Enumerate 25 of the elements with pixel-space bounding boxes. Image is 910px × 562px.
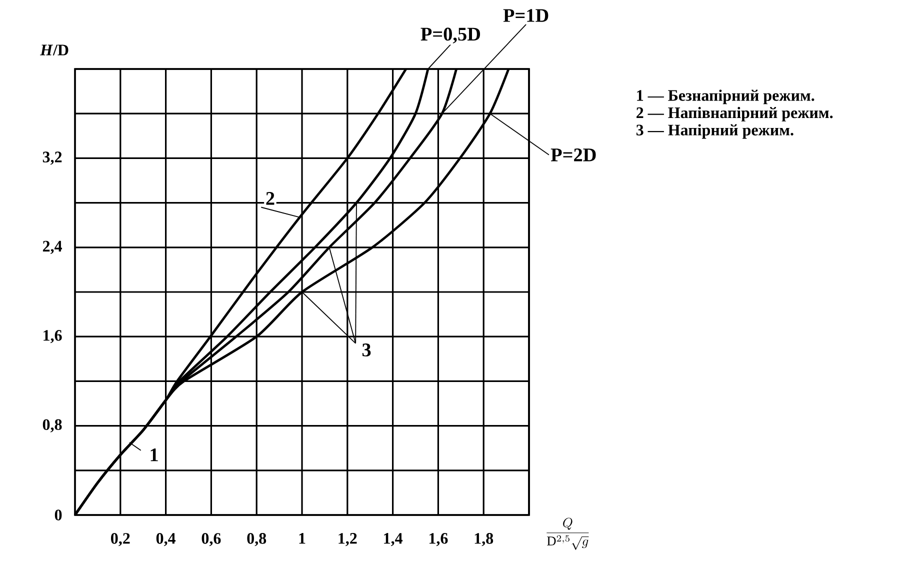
y-tick-label: 0,8 [42, 419, 62, 432]
text: P=2D [550, 148, 596, 162]
x-tick-label: 1 [299, 533, 306, 544]
y-axis-title: H/D [40, 44, 68, 56]
x-tick-label: 1,6 [429, 533, 448, 546]
x-tick-label: 1,2 [338, 533, 357, 546]
x-tick-label: 0,6 [202, 533, 221, 546]
text: 2 — Напівнапірний режим. [636, 106, 833, 122]
series-label: 2 [266, 192, 274, 205]
series-label: P=0,5D [420, 28, 480, 44]
x-tick-label: 0,4 [156, 533, 176, 546]
annotation: 3 [362, 344, 371, 356]
y-tick-label: 3,2 [42, 152, 62, 165]
text: 3 — Напірний режим. [636, 124, 794, 139]
x-tick-label: 1,4 [384, 533, 402, 546]
y-tick-label: 2,4 [42, 240, 62, 254]
y-tick-label: 0 [54, 510, 62, 520]
x-axis-title: $\frac{Q}{\mathrm{D}^{2{,}5}\sqrt{g}}$ [546, 518, 589, 550]
annotation: 1 [150, 448, 158, 462]
text: P=1D [503, 9, 548, 22]
text: 1 — Безнапірний режим. [637, 90, 814, 104]
x-tick-label: 1,8 [474, 533, 494, 546]
x-tick-label: 0,2 [111, 533, 130, 546]
x-tick-label: 0,8 [247, 533, 266, 546]
y-tick-label: 1,6 [44, 330, 62, 344]
